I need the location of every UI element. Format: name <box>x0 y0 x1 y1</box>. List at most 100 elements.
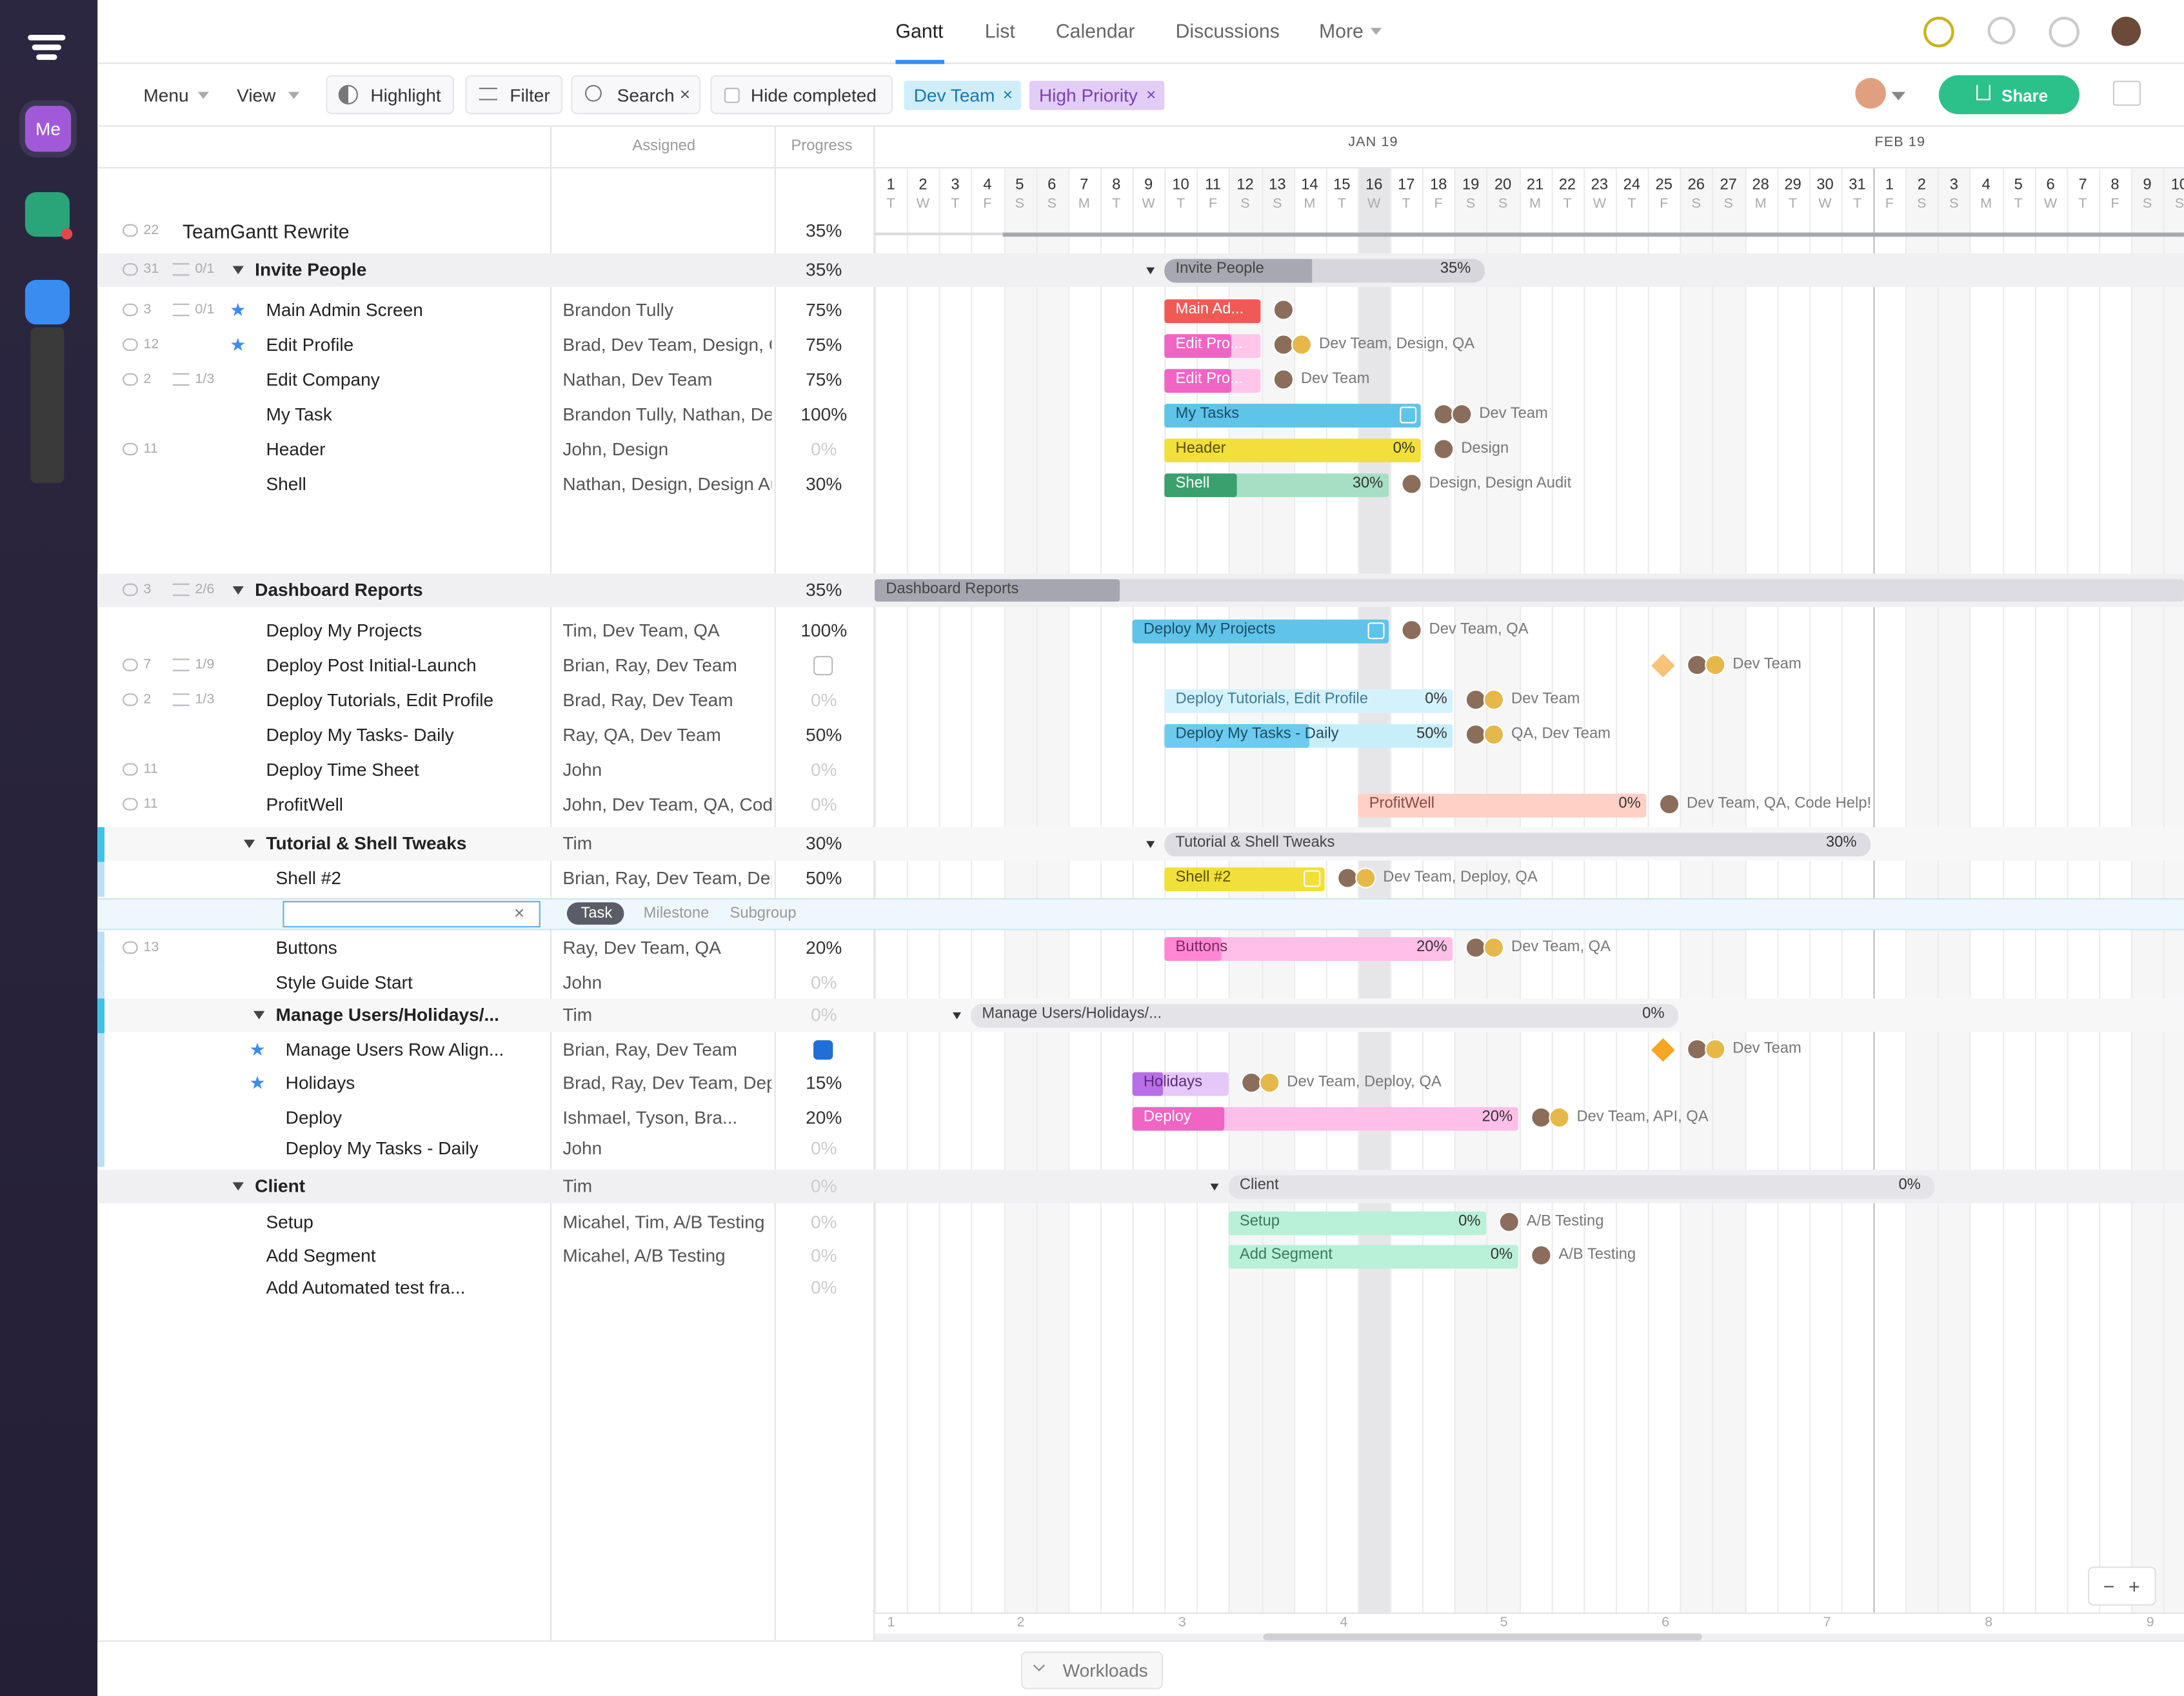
group-toggle[interactable] <box>1210 1183 1219 1194</box>
task-name[interactable]: Tutorial & Shell Tweaks <box>266 833 467 854</box>
comment-icon[interactable] <box>123 693 138 706</box>
collapse-toggle[interactable] <box>232 266 244 280</box>
task-bar[interactable] <box>1228 1210 1487 1235</box>
task-name[interactable]: Header <box>266 439 326 460</box>
task-type-option[interactable]: Milestone <box>643 905 710 922</box>
group-toggle[interactable] <box>1146 267 1155 279</box>
bar-label: Invite People <box>1175 260 1264 277</box>
nav-tab[interactable]: Calendar <box>1055 19 1135 42</box>
day-number: 5 <box>1015 177 1024 194</box>
collapse-toggle[interactable] <box>243 840 255 854</box>
new-task-cancel[interactable]: × <box>513 902 525 923</box>
task-name[interactable]: ProfitWell <box>266 793 344 815</box>
complete-checkbox[interactable] <box>813 656 833 676</box>
day-gridline <box>1615 168 1618 1614</box>
task-name[interactable]: Dashboard Reports <box>255 579 423 600</box>
comment-icon[interactable] <box>123 763 138 776</box>
task-bar[interactable] <box>1358 793 1647 817</box>
task-name[interactable]: Edit Profile <box>266 334 354 355</box>
task-name[interactable]: Holidays <box>285 1072 355 1094</box>
task-name[interactable]: Manage Users Row Align... <box>285 1038 504 1060</box>
nav-tab[interactable]: More <box>1318 19 1364 42</box>
comment-icon[interactable] <box>123 798 138 811</box>
comment-icon[interactable] <box>123 338 138 351</box>
filter-tag[interactable] <box>1029 81 1165 110</box>
scrollbar-thumb[interactable] <box>1263 1633 1702 1641</box>
milestone[interactable] <box>1651 653 1675 678</box>
group-bar[interactable] <box>1228 1174 1935 1199</box>
task-type-option[interactable]: Subgroup <box>730 905 797 922</box>
task-type-option[interactable]: Task <box>581 905 613 922</box>
filter-box[interactable] <box>465 75 563 115</box>
task-name[interactable]: Shell #2 <box>275 867 342 889</box>
search-icon[interactable] <box>1987 16 2016 45</box>
complete-checkbox[interactable] <box>813 1040 833 1060</box>
comment-icon[interactable] <box>123 303 138 317</box>
task-name[interactable]: Edit Company <box>266 369 380 390</box>
workloads-button[interactable] <box>1020 1652 1164 1690</box>
task-name[interactable]: Deploy <box>285 1107 342 1129</box>
filter-tag[interactable] <box>904 81 1021 110</box>
comment-icon[interactable] <box>123 941 138 954</box>
group-toggle[interactable] <box>953 1012 961 1023</box>
comment-icon[interactable] <box>123 658 138 671</box>
task-name[interactable]: Manage Users/Holidays/... <box>275 1003 499 1025</box>
zoom-control[interactable]: −+ <box>2087 1566 2156 1606</box>
progress: 0% <box>810 972 837 993</box>
task-name[interactable]: Deploy Tutorials, Edit Profile <box>266 689 494 711</box>
people-avatar[interactable] <box>1855 77 1886 109</box>
task-name[interactable]: Deploy My Tasks- Daily <box>266 724 454 745</box>
day-gridline <box>1164 168 1166 1614</box>
task-name[interactable]: Main Admin Screen <box>266 299 423 320</box>
me-button[interactable]: Me <box>25 106 72 152</box>
user-avatar[interactable] <box>2111 16 2141 46</box>
comment-icon[interactable] <box>123 224 138 237</box>
collapse-toggle[interactable] <box>253 1011 265 1025</box>
group-bar[interactable] <box>971 1003 1679 1027</box>
hide-box[interactable] <box>710 75 893 115</box>
task-name[interactable]: Buttons <box>275 937 337 958</box>
row-stripe <box>97 998 104 1034</box>
collapse-toggle[interactable] <box>232 586 244 600</box>
task-bar[interactable] <box>1164 688 1453 713</box>
task-name[interactable]: My Task <box>266 404 332 425</box>
task-name[interactable]: Invite People <box>255 259 367 281</box>
task-name[interactable]: Add Automated test fra... <box>266 1277 466 1298</box>
milestone[interactable] <box>1651 1038 1675 1062</box>
share-button[interactable] <box>1938 75 2080 115</box>
clock-icon[interactable] <box>1923 16 1954 48</box>
help-icon[interactable] <box>2049 16 2080 48</box>
collapse-toggle[interactable] <box>232 1182 244 1196</box>
day-letter: T <box>1788 196 1798 212</box>
task-name[interactable]: TeamGantt Rewrite <box>182 220 350 242</box>
task-name[interactable]: Deploy My Projects <box>266 619 422 641</box>
comment-icon[interactable] <box>123 263 138 276</box>
task-name[interactable]: Add Segment <box>266 1245 376 1266</box>
group-toggle[interactable] <box>1146 841 1155 852</box>
reports-button[interactable] <box>25 280 70 325</box>
task-name[interactable]: Client <box>255 1175 306 1196</box>
comment-icon[interactable] <box>123 442 138 456</box>
task-name[interactable]: Deploy My Tasks - Daily <box>285 1138 479 1159</box>
chat-button[interactable] <box>25 192 70 237</box>
task-name[interactable]: Style Guide Start <box>275 972 413 993</box>
avatar <box>1259 1072 1280 1094</box>
nav-tab[interactable]: Discussions <box>1175 19 1280 42</box>
bar-label: Deploy My Tasks - Daily <box>1175 725 1339 742</box>
present-icon[interactable] <box>2112 81 2141 106</box>
task-bar[interactable] <box>1228 1244 1518 1268</box>
view-button[interactable]: View <box>237 84 276 106</box>
nav-tab[interactable]: Gantt <box>895 19 944 42</box>
task-name[interactable]: Shell <box>266 473 306 495</box>
new-task-input[interactable] <box>283 901 541 928</box>
comment-icon[interactable] <box>123 583 138 597</box>
task-name[interactable]: Setup <box>266 1211 313 1233</box>
filter-tag-remove: × <box>1146 84 1157 104</box>
menu-button[interactable]: Menu <box>143 84 189 106</box>
nav-tab[interactable]: List <box>984 19 1015 42</box>
task-name[interactable]: Deploy Time Sheet <box>266 758 419 780</box>
comment-icon[interactable] <box>123 373 138 386</box>
day-letter: S <box>1465 196 1476 212</box>
day-letter: S <box>1949 196 1959 212</box>
task-name[interactable]: Deploy Post Initial-Launch <box>266 654 477 676</box>
